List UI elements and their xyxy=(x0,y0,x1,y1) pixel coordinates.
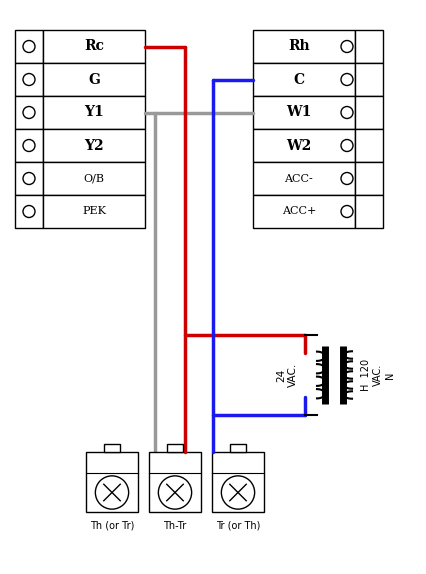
Text: Y1: Y1 xyxy=(84,106,104,119)
Text: Th (or Tr): Th (or Tr) xyxy=(90,521,134,531)
Bar xyxy=(355,129,383,162)
Bar xyxy=(43,129,145,162)
Bar xyxy=(355,63,383,96)
Bar xyxy=(253,96,355,129)
Bar xyxy=(43,30,145,63)
Bar xyxy=(253,129,355,162)
Bar xyxy=(355,96,383,129)
Circle shape xyxy=(23,139,35,152)
Circle shape xyxy=(341,107,353,118)
Circle shape xyxy=(23,205,35,218)
Bar xyxy=(355,195,383,228)
Bar xyxy=(43,162,145,195)
Text: PEK: PEK xyxy=(82,207,106,216)
Bar xyxy=(355,30,383,63)
Text: C: C xyxy=(294,72,305,87)
Text: H  120
VAC.
N: H 120 VAC. N xyxy=(361,359,394,391)
Bar xyxy=(43,96,145,129)
Bar xyxy=(15,195,43,228)
Bar xyxy=(167,444,183,452)
Text: Th-Tr: Th-Tr xyxy=(164,521,187,531)
Text: G: G xyxy=(88,72,100,87)
Text: ACC-: ACC- xyxy=(285,173,313,184)
Bar xyxy=(15,30,43,63)
Circle shape xyxy=(341,173,353,184)
Bar xyxy=(212,452,264,512)
Bar xyxy=(15,96,43,129)
Circle shape xyxy=(341,73,353,86)
Circle shape xyxy=(23,41,35,52)
Text: ACC+: ACC+ xyxy=(282,207,316,216)
Circle shape xyxy=(341,41,353,52)
Bar xyxy=(43,63,145,96)
Bar xyxy=(253,30,355,63)
Bar xyxy=(149,452,201,512)
Circle shape xyxy=(341,139,353,152)
Bar xyxy=(253,195,355,228)
Circle shape xyxy=(23,73,35,86)
Text: W1: W1 xyxy=(286,106,311,119)
Circle shape xyxy=(222,476,255,509)
Text: Rh: Rh xyxy=(288,40,310,53)
Circle shape xyxy=(23,173,35,184)
Text: O/B: O/B xyxy=(83,173,104,184)
Circle shape xyxy=(23,107,35,118)
Text: Y2: Y2 xyxy=(84,138,104,153)
Bar xyxy=(355,162,383,195)
Bar xyxy=(43,195,145,228)
Bar xyxy=(15,129,43,162)
Text: Tr (or Th): Tr (or Th) xyxy=(216,521,260,531)
Text: W2: W2 xyxy=(286,138,311,153)
Circle shape xyxy=(158,476,192,509)
Bar xyxy=(253,63,355,96)
Circle shape xyxy=(341,205,353,218)
Bar xyxy=(86,452,138,512)
Text: 24
VAC.: 24 VAC. xyxy=(276,363,298,387)
Bar xyxy=(104,444,120,452)
Bar xyxy=(253,162,355,195)
Bar xyxy=(230,444,246,452)
Bar xyxy=(15,162,43,195)
Text: Rc: Rc xyxy=(84,40,104,53)
Circle shape xyxy=(95,476,129,509)
Bar xyxy=(15,63,43,96)
